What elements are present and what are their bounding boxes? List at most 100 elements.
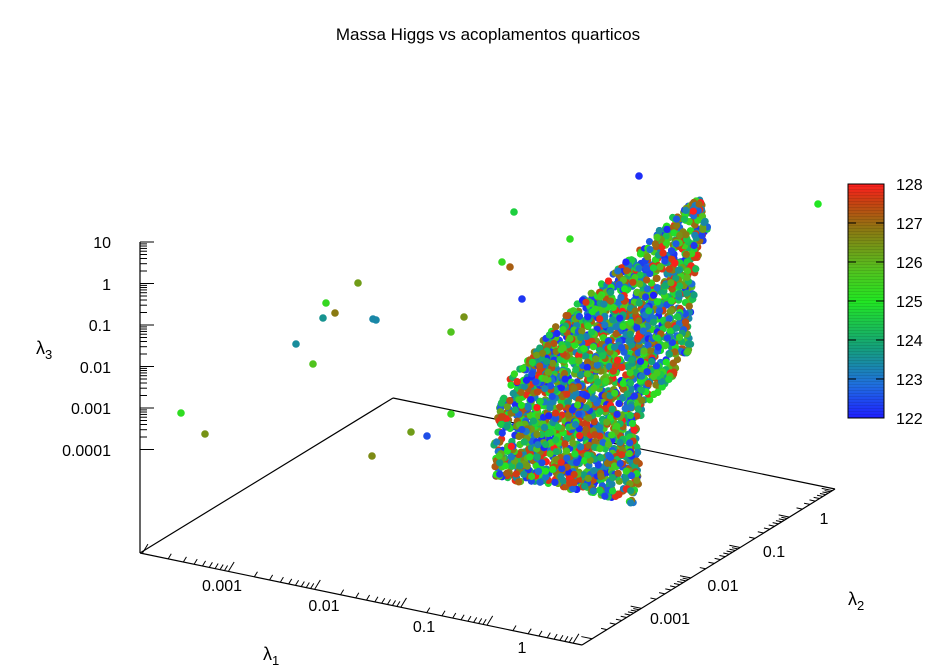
data-point — [672, 274, 680, 282]
data-point — [557, 473, 565, 481]
data-point — [570, 357, 578, 365]
data-point — [549, 465, 557, 473]
data-point — [556, 403, 564, 411]
data-point — [629, 278, 637, 286]
data-point — [507, 442, 515, 450]
data-point — [548, 392, 556, 401]
data-point — [684, 348, 692, 356]
y-axis-ticks — [581, 487, 833, 640]
data-point — [609, 474, 617, 482]
y-tick-minor — [680, 579, 687, 582]
y-tick-minor — [682, 577, 689, 580]
x-tick-minor — [279, 576, 284, 583]
data-point — [671, 259, 679, 267]
data-point — [524, 403, 532, 411]
y-tick-label: 1 — [820, 511, 829, 528]
data-point — [503, 403, 511, 411]
data-point — [513, 378, 521, 386]
data-point — [689, 207, 697, 215]
data-point — [532, 378, 540, 386]
data-point — [605, 362, 613, 371]
data-point — [691, 231, 699, 239]
data-point — [554, 423, 562, 431]
x-tick-minor — [460, 614, 465, 621]
data-point — [659, 249, 667, 257]
data-point — [654, 343, 662, 351]
data-point — [583, 392, 591, 400]
data-point — [628, 419, 637, 427]
data-point — [552, 409, 560, 417]
data-point — [652, 381, 660, 389]
data-point — [626, 330, 634, 338]
x-tick-major — [486, 615, 494, 626]
colorbar-label: 128 — [896, 177, 923, 194]
data-point — [627, 403, 635, 411]
data-point — [533, 404, 541, 412]
data-point — [622, 258, 630, 266]
y-axis-title: λ2 — [848, 589, 864, 613]
data-point — [672, 240, 680, 248]
data-point — [627, 318, 635, 327]
data-point — [563, 454, 571, 462]
y-tick-minor — [708, 561, 715, 564]
data-point — [663, 301, 671, 309]
data-point — [642, 264, 650, 272]
y-tick-major — [630, 605, 642, 609]
chart-title: Massa Higgs vs acoplamentos quarticos — [336, 25, 640, 44]
data-point — [507, 453, 515, 461]
data-point — [690, 241, 698, 250]
data-point — [618, 363, 626, 371]
data-point — [649, 318, 658, 326]
data-point — [589, 395, 597, 403]
data-point — [688, 250, 696, 258]
y-axis-subscript: 2 — [857, 598, 864, 613]
data-point — [528, 370, 536, 378]
x-tick-labels: 0.001 0.01 0.1 1 — [202, 578, 527, 657]
data-point — [627, 256, 636, 264]
data-point — [545, 331, 554, 339]
data-point — [610, 462, 619, 470]
data-point — [695, 200, 703, 208]
data-point — [546, 450, 554, 458]
point-cloud — [490, 196, 712, 507]
data-point — [583, 363, 591, 371]
data-point — [529, 417, 538, 425]
data-point — [533, 453, 541, 461]
data-point — [519, 365, 527, 373]
data-point — [599, 334, 607, 342]
outlier-point — [423, 432, 431, 440]
data-point — [510, 370, 518, 378]
y-tick-minor — [772, 522, 779, 525]
data-point — [615, 399, 623, 408]
data-point — [683, 289, 691, 297]
colorbar-label: 123 — [896, 372, 923, 389]
data-point — [663, 334, 672, 342]
data-point — [534, 467, 543, 475]
data-point — [681, 318, 690, 326]
data-point — [604, 277, 613, 285]
data-point — [614, 469, 622, 477]
data-point — [619, 276, 628, 284]
data-point — [667, 307, 675, 315]
data-point — [675, 266, 683, 274]
data-point — [533, 388, 542, 396]
data-point — [582, 404, 590, 412]
y-tick-major — [821, 487, 833, 492]
data-point — [665, 375, 673, 383]
data-point — [578, 327, 586, 335]
x-tick-minor — [546, 632, 551, 639]
data-point — [617, 293, 625, 301]
data-point — [634, 448, 642, 457]
data-point — [546, 429, 555, 437]
outlier-point — [372, 316, 380, 324]
y-tick-minor — [627, 611, 634, 614]
x-axis-ticks — [141, 543, 580, 644]
x-tick-major — [572, 633, 580, 644]
data-point — [544, 341, 552, 350]
data-point — [611, 389, 619, 397]
data-point — [511, 406, 519, 414]
x-tick-minor — [482, 619, 487, 625]
data-point — [684, 340, 693, 348]
data-point — [546, 404, 554, 412]
